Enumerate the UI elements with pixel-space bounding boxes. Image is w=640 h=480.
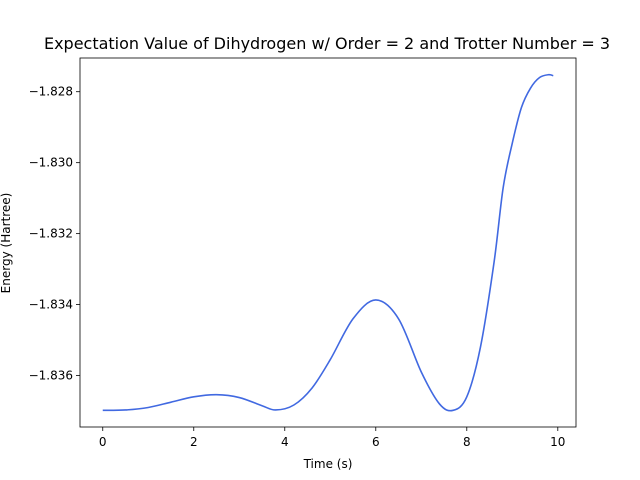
chart-title: Expectation Value of Dihydrogen w/ Order…: [44, 34, 610, 53]
y-tick-label: −1.832: [29, 227, 73, 241]
x-tick-label: 8: [463, 435, 471, 449]
y-tick-label: −1.828: [29, 85, 73, 99]
x-tick-label: 2: [190, 435, 198, 449]
x-axis-label: Time (s): [303, 457, 353, 471]
y-tick-label: −1.834: [29, 298, 73, 312]
y-tick-label: −1.830: [29, 156, 73, 170]
y-tick-label: −1.836: [29, 369, 73, 383]
x-tick-label: 6: [372, 435, 380, 449]
plot-frame: [79, 57, 577, 428]
x-tick-label: 4: [281, 435, 289, 449]
y-axis-label: Energy (Hartree): [0, 193, 13, 294]
x-tick-label: 0: [99, 435, 107, 449]
plot-area: 0 2 4 6 8 10 −1.836 −1.834 −1.832 −1.830 −1.828: [29, 57, 577, 449]
series-line-0: [102, 73, 554, 412]
x-tick-label: 10: [550, 435, 565, 449]
